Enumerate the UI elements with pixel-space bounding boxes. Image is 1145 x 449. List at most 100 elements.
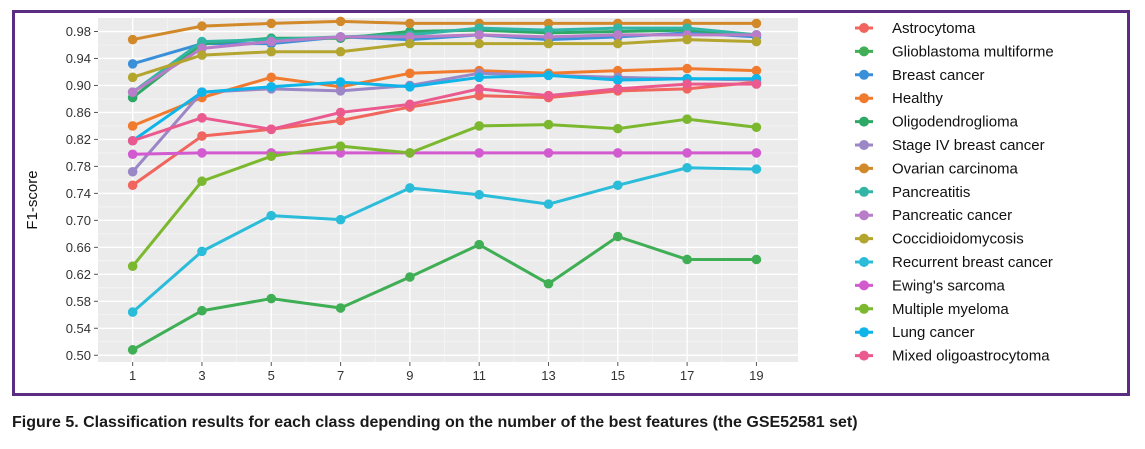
legend-label: Ovarian carcinoma [892,160,1019,177]
legend-item: Stage IV breast cancer [855,137,1045,154]
data-point [405,82,415,92]
data-point [543,25,554,35]
legend-label: Stage IV breast cancer [892,137,1045,154]
data-point [405,38,415,49]
series-line [132,38,757,79]
legend-key-point [859,350,869,361]
legend-key-point [859,327,869,338]
data-point [197,87,207,97]
data-point [335,148,346,158]
data-point [127,72,138,83]
data-point [474,90,484,101]
legend-label: Ewing's sarcoma [892,277,1006,294]
data-point [474,38,484,49]
data-point [682,114,692,124]
y-tick-label: 0.98 [66,24,91,39]
data-point [266,210,277,221]
x-tick-label: 11 [472,368,486,383]
legend-label: Astrocytoma [892,20,976,37]
data-point [335,107,346,118]
y-tick-label: 0.58 [66,294,91,309]
data-point [266,293,277,304]
legend-item: Ewing's sarcoma [855,277,1006,294]
legend-key-point [859,116,869,127]
x-tick-label: 17 [680,368,694,383]
data-point [543,119,554,130]
legend-item: Pancreatic cancer [855,207,1012,224]
legend-item: Coccidioidomycosis [855,231,1024,248]
data-point [613,65,623,76]
x-tick-label: 3 [198,368,205,383]
x-tick-label: 7 [337,368,344,383]
data-point [682,79,692,89]
data-point [127,87,138,97]
data-point [543,148,554,158]
legend-item: Breast cancer [855,67,985,84]
data-point [613,75,623,85]
data-point [266,82,277,92]
series-recurrent-breast-cancer [127,162,762,317]
series-line [131,166,757,314]
data-point [335,86,346,96]
legend-label: Recurrent breast cancer [892,254,1053,271]
data-point [335,77,346,87]
y-axis-label: F1-score [24,170,41,229]
data-point [335,141,346,151]
data-point [474,30,484,40]
x-tick-label: 5 [268,368,275,383]
line-chart: 0.50 0.54 0.58 0.62 0.66 0.70 0.74 0.78 0.82 0.86… [24,16,1054,383]
series-lung-cancer [127,70,762,146]
y-tick-label: 0.70 [66,213,91,228]
y-axis-ticks: 0.50 0.54 0.58 0.62 0.66 0.70 0.74 0.78 0.82 0.86… [66,24,98,363]
series-glioblastoma-multiforme [127,231,762,355]
legend-key-point [859,69,869,80]
data-point [335,214,346,225]
legend-item: Recurrent breast cancer [855,254,1053,271]
legend-label: Multiple myeloma [892,301,1009,318]
data-point [543,278,554,289]
data-point [543,199,554,209]
legend-key-point [859,210,869,221]
data-point [613,84,623,94]
data-point [751,30,762,40]
legend-item: Glioblastoma multiforme [855,43,1054,60]
x-tick-label: 13 [541,368,555,383]
data-point [543,38,554,49]
data-point [127,135,138,146]
y-tick-label: 0.74 [66,186,91,201]
data-point [682,34,692,45]
data-point [127,166,138,177]
legend-label: Healthy [892,90,943,107]
data-point [613,30,623,40]
data-point [335,115,346,126]
legend-item: Multiple myeloma [855,301,1009,318]
data-point [197,176,207,187]
data-point [751,164,762,174]
y-tick-label: 0.50 [66,348,91,363]
series-pancreatic-cancer [127,30,762,97]
legend-item: Oligodendroglioma [855,114,1019,131]
legend: Astrocytoma Glioblastoma multiforme Breast… [855,20,1054,365]
data-point [543,90,554,101]
series-group [127,16,762,355]
x-tick-label: 9 [406,368,413,383]
data-point [197,305,207,316]
data-point [613,180,623,191]
y-tick-label: 0.94 [66,51,91,66]
data-point [751,36,762,47]
legend-item: Healthy [855,90,943,107]
legend-item: Lung cancer [855,324,975,341]
data-point [474,239,484,250]
y-tick-label: 0.66 [66,240,91,255]
y-tick-label: 0.78 [66,159,91,174]
data-point [197,246,207,257]
data-point [543,18,554,29]
data-point [197,131,207,141]
legend-key-point [859,257,869,267]
data-point [682,63,692,74]
data-point [474,148,484,158]
legend-label: Coccidioidomycosis [892,231,1024,248]
figure-caption: Figure 5. Classification results for eac… [12,414,858,431]
legend-label: Glioblastoma multiforme [892,43,1054,60]
y-tick-label: 0.62 [66,267,91,282]
